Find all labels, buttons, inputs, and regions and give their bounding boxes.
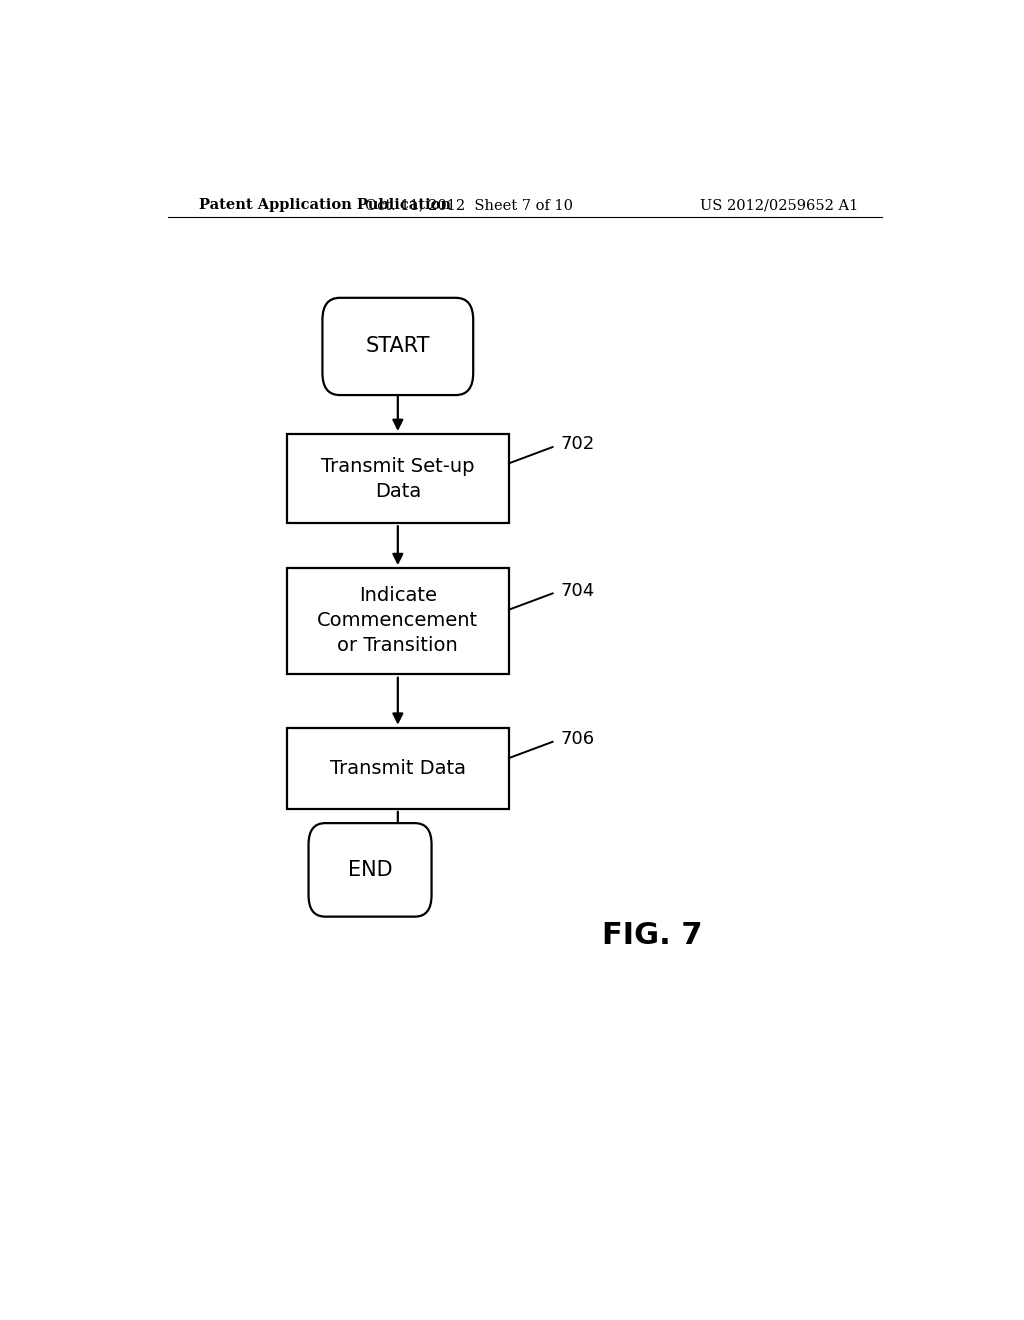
Text: Oct. 11, 2012  Sheet 7 of 10: Oct. 11, 2012 Sheet 7 of 10 <box>366 198 573 213</box>
FancyBboxPatch shape <box>323 298 473 395</box>
Text: US 2012/0259652 A1: US 2012/0259652 A1 <box>699 198 858 213</box>
Text: START: START <box>366 337 430 356</box>
Text: 706: 706 <box>560 730 595 748</box>
Text: Transmit Data: Transmit Data <box>330 759 466 777</box>
Text: Indicate
Commencement
or Transition: Indicate Commencement or Transition <box>317 586 478 655</box>
Bar <box>287 434 509 523</box>
Text: 702: 702 <box>560 436 595 453</box>
Text: Transmit Set-up
Data: Transmit Set-up Data <box>322 457 474 500</box>
Text: END: END <box>348 859 392 880</box>
FancyBboxPatch shape <box>308 824 431 916</box>
Bar <box>287 568 509 675</box>
Bar <box>287 727 509 809</box>
Text: Patent Application Publication: Patent Application Publication <box>200 198 452 213</box>
Text: FIG. 7: FIG. 7 <box>601 921 702 950</box>
Text: 704: 704 <box>560 582 595 599</box>
